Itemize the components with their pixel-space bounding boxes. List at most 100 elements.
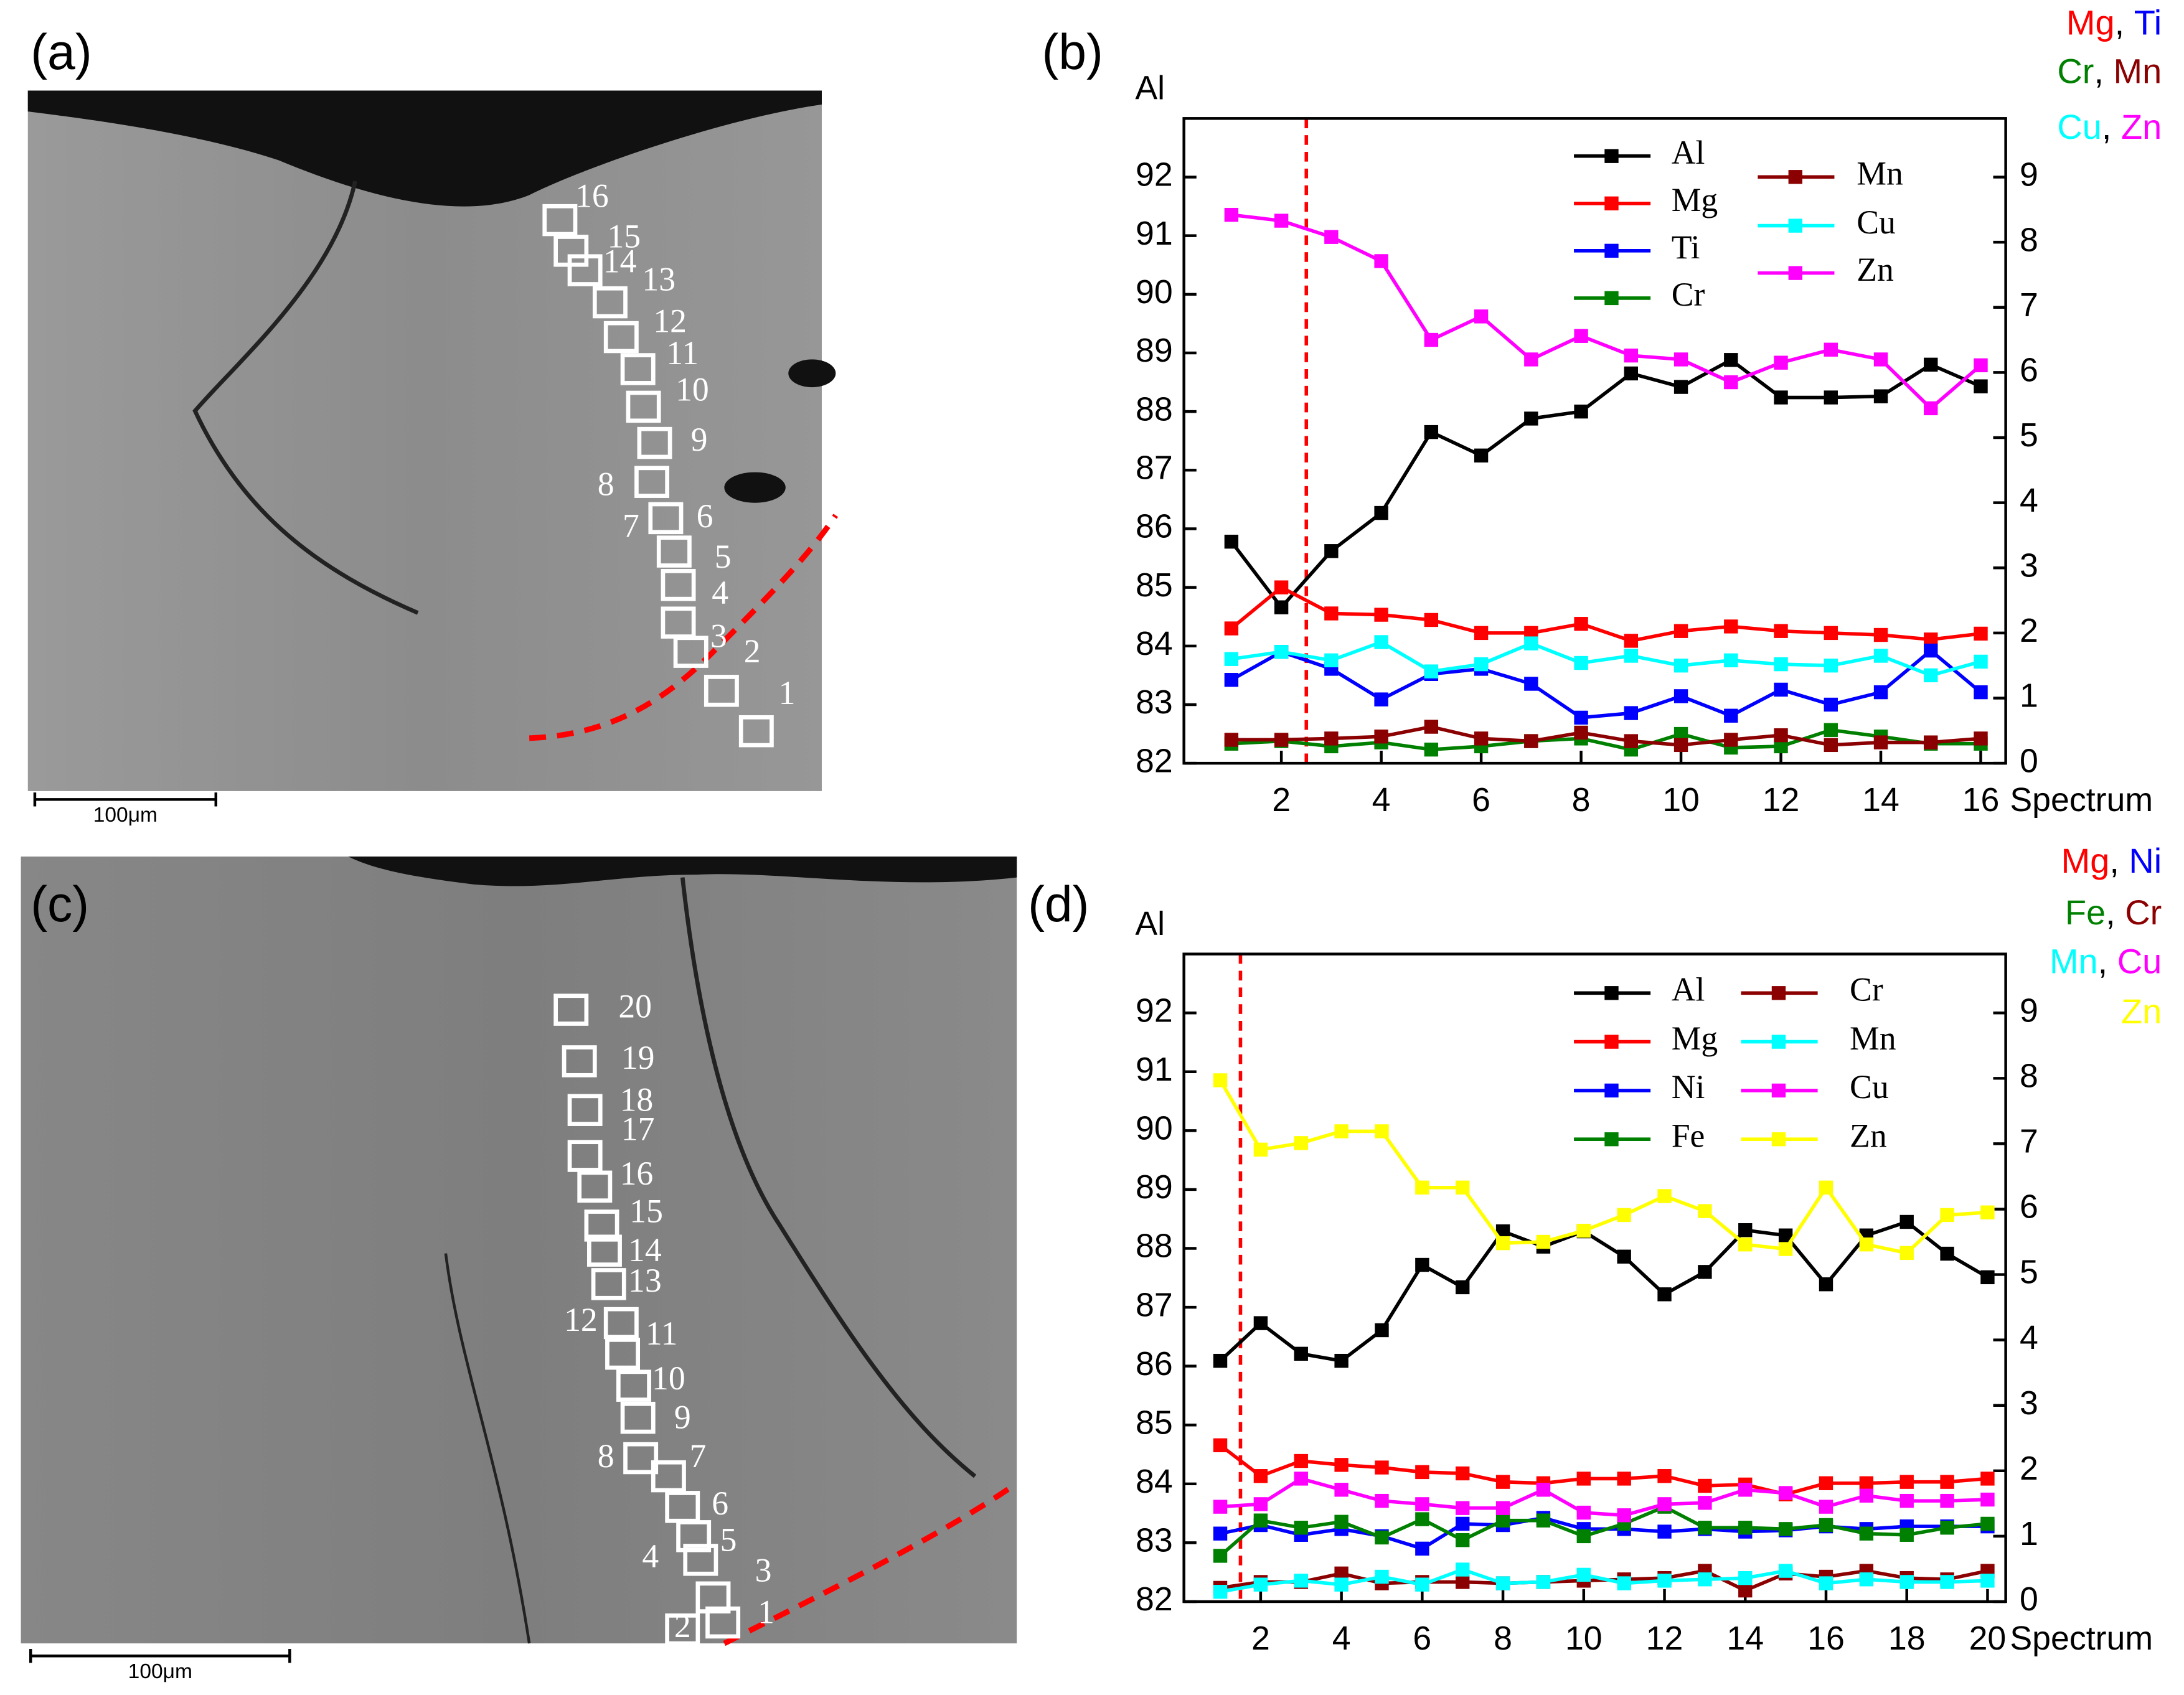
y2-axis-label-part: Fe [2065, 893, 2106, 932]
y-tick-label: 87 [1136, 449, 1173, 486]
x-tick-label: 8 [1572, 781, 1591, 819]
spot-label: 9 [691, 421, 708, 458]
data-point [1617, 1208, 1631, 1223]
x-tick-label: 10 [1565, 1620, 1603, 1657]
spot-box [705, 1606, 741, 1639]
data-point [1624, 634, 1639, 648]
data-point [1456, 1533, 1470, 1547]
data-point [1698, 1265, 1712, 1279]
spot-label: 16 [575, 177, 609, 214]
spot-box [626, 390, 661, 423]
legend-marker [1788, 170, 1802, 184]
data-point [1940, 1575, 1954, 1589]
data-point [1624, 649, 1639, 663]
legend-marker [1788, 266, 1802, 280]
data-point [1974, 654, 1988, 669]
data-point [1859, 1237, 1874, 1252]
data-point [1774, 624, 1788, 638]
data-point [1673, 380, 1688, 394]
spot-box [651, 1460, 686, 1493]
x-tick-label: 2 [1251, 1620, 1270, 1657]
data-point [1724, 653, 1738, 668]
data-point [1274, 645, 1289, 659]
data-point [1899, 1528, 1914, 1542]
data-point [1574, 710, 1588, 725]
y-tick-label: 92 [1136, 992, 1173, 1029]
data-point [1474, 626, 1489, 641]
data-point [1334, 1577, 1349, 1592]
data-point [1224, 652, 1239, 666]
data-point [1474, 731, 1489, 746]
data-point [1294, 1453, 1308, 1468]
spot-box [553, 235, 589, 267]
data-point [1873, 735, 1888, 749]
data-point [1324, 230, 1339, 244]
y2-tick-label: 4 [2020, 1319, 2038, 1356]
data-point [1859, 1476, 1874, 1490]
data-point [1617, 1472, 1631, 1486]
spot-label: 8 [598, 466, 614, 503]
data-point [1456, 1180, 1470, 1195]
data-point [1574, 329, 1588, 343]
y2-tick-label: 6 [2020, 352, 2038, 389]
data-point [1224, 535, 1239, 549]
legend-marker [1771, 1083, 1786, 1098]
y2-tick-label: 1 [2020, 1515, 2038, 1552]
x-tick-label: 6 [1472, 781, 1490, 819]
spot-box [738, 715, 774, 748]
legend-label: Mg [1672, 181, 1718, 218]
data-point [1778, 1486, 1793, 1500]
scale-bar-label: 100μm [93, 804, 158, 827]
data-point [1374, 635, 1388, 649]
legend-marker [1604, 291, 1619, 306]
legend-marker [1604, 243, 1619, 258]
y2-tick-label: 4 [2020, 482, 2038, 519]
data-point [1698, 1478, 1712, 1493]
fusion-boundary [723, 1481, 1019, 1646]
spot-box [665, 1491, 700, 1523]
series-line [1231, 213, 1982, 411]
legend-marker [1604, 1132, 1619, 1147]
x-tick-label: 20 [1969, 1620, 2007, 1657]
data-point [1673, 352, 1688, 367]
spot-label: 5 [715, 538, 732, 575]
data-point [1899, 1493, 1914, 1508]
data-point [1213, 1526, 1228, 1541]
data-point [1415, 1257, 1429, 1272]
data-point [1375, 1530, 1389, 1545]
data-point [1980, 1270, 1995, 1285]
data-point [1617, 1249, 1631, 1264]
spot-label: 9 [674, 1398, 691, 1435]
data-point [1624, 706, 1639, 720]
spot-box [586, 1234, 622, 1267]
micrograph-c [21, 857, 1019, 1646]
y-tick-label: 87 [1136, 1286, 1173, 1323]
weld-void [27, 90, 822, 207]
data-point [1324, 606, 1339, 621]
data-point [1294, 1472, 1308, 1486]
spot-label: 15 [607, 217, 641, 255]
y2-axis-label: Mn, Cu [2050, 941, 2162, 980]
data-point [1213, 1438, 1228, 1453]
y2-axis-label-part: Mn [2114, 51, 2162, 90]
data-point [1738, 1521, 1753, 1535]
y-tick-label: 91 [1136, 1051, 1173, 1088]
data-point [1824, 390, 1838, 405]
data-point [1524, 677, 1538, 691]
x-tick-label: 4 [1332, 1620, 1351, 1657]
legend-label: Cu [1850, 1068, 1889, 1106]
x-tick-label: 14 [1726, 1620, 1764, 1657]
spot-label: 7 [623, 507, 639, 545]
data-point [1456, 1280, 1470, 1295]
data-point [1980, 1574, 1995, 1588]
y2-tick-label: 9 [2020, 156, 2038, 194]
spot-label: 1 [779, 674, 796, 711]
data-point [1424, 425, 1439, 439]
spot-box [665, 1613, 700, 1646]
series-line [1230, 648, 1982, 720]
crack [192, 181, 419, 615]
data-point [1859, 1488, 1874, 1503]
data-point [1374, 608, 1388, 622]
x-tick-label: 18 [1888, 1620, 1926, 1657]
spot-box [567, 1140, 603, 1172]
